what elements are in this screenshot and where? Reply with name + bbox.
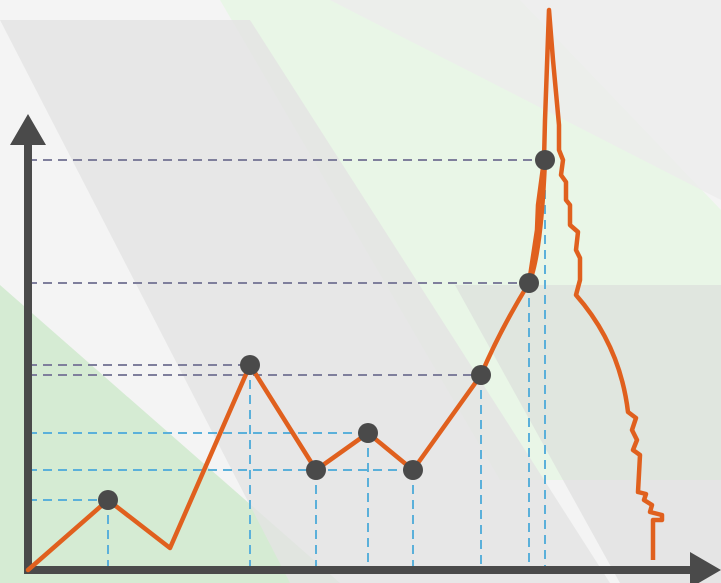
arrow-right-icon bbox=[690, 552, 721, 583]
guide-lines bbox=[28, 159, 546, 570]
data-points bbox=[98, 150, 555, 510]
series-line bbox=[25, 157, 548, 573]
data-point-1 bbox=[98, 490, 118, 510]
axes bbox=[10, 114, 721, 583]
background-gray-panel-lower-right bbox=[455, 285, 721, 583]
data-point-3 bbox=[306, 460, 326, 480]
data-point-4 bbox=[358, 423, 378, 443]
data-point-5 bbox=[403, 460, 423, 480]
data-point-8 bbox=[535, 150, 555, 170]
arrow-up-icon bbox=[10, 114, 46, 145]
data-point-7 bbox=[519, 273, 539, 293]
data-point-6 bbox=[471, 365, 491, 385]
data-point-2 bbox=[240, 355, 260, 375]
background-gray-panel-right bbox=[330, 0, 721, 200]
spire-outline bbox=[526, 7, 665, 560]
